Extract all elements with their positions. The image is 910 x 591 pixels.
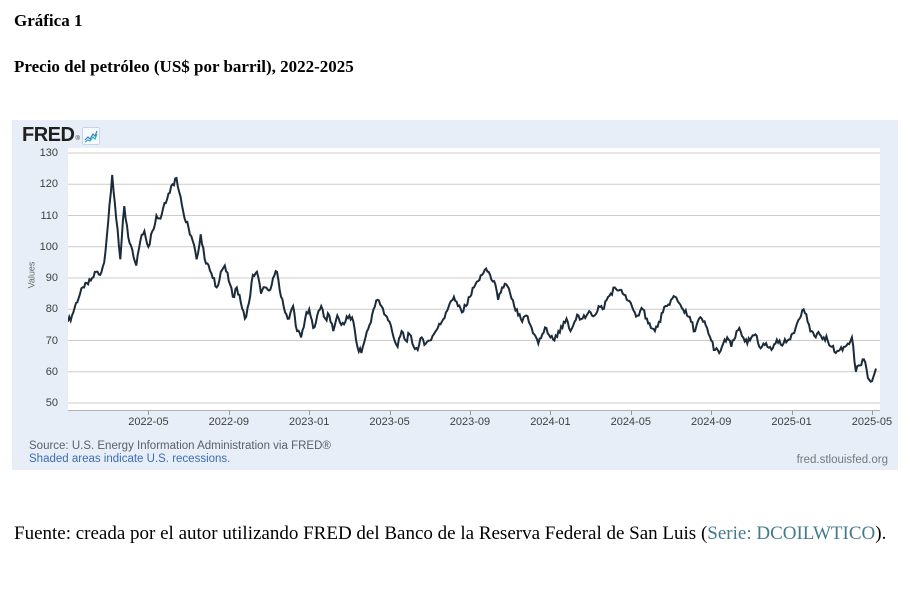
- x-tick-label: 2022-05: [128, 416, 169, 428]
- x-tick-mark: [469, 411, 471, 415]
- x-tick-label: 2025-01: [771, 416, 812, 428]
- y-tick-label: 110: [40, 209, 58, 222]
- x-tick-mark: [871, 411, 873, 415]
- fred-logo[interactable]: FRED ®: [22, 125, 100, 145]
- fred-logo-registered-mark: ®: [75, 136, 80, 142]
- fred-chart-embed: FRED ® Values 50 60 70 80 90 100 110 120 130 202…: [12, 120, 898, 470]
- x-tick-mark: [630, 411, 632, 415]
- y-tick-label: 80: [45, 303, 58, 316]
- figure-label: Gráfica 1: [14, 11, 83, 30]
- x-tick-label: 2022-09: [208, 416, 249, 428]
- x-tick-label: 2023-01: [289, 416, 330, 428]
- x-tick-mark: [711, 411, 713, 415]
- x-tick-label: 2023-05: [369, 416, 410, 428]
- x-tick-mark: [228, 411, 230, 415]
- y-tick-label: 130: [39, 147, 58, 159]
- x-tick-label: 2024-01: [530, 416, 571, 428]
- plot-area: [67, 148, 880, 411]
- y-tick-label: 60: [45, 365, 58, 378]
- y-tick-label: 120: [39, 178, 58, 191]
- y-tick-label: 90: [45, 272, 58, 284]
- x-tick-mark: [389, 411, 391, 415]
- x-tick-label: 2023-09: [449, 416, 491, 428]
- x-tick-label: 2024-09: [690, 416, 732, 428]
- chart-attribution: Source: U.S. Energy Information Administ…: [29, 440, 331, 466]
- series-id-link[interactable]: Serie: DCOILWTICO: [707, 523, 876, 544]
- recession-note-link[interactable]: Shaded areas indicate U.S. recessions.: [29, 453, 231, 465]
- fred-sparkline-icon: [81, 127, 100, 145]
- document-source-note: Fuente: creada por el autor utilizando F…: [14, 516, 894, 552]
- x-tick-label: 2025-05: [851, 416, 893, 428]
- x-tick-mark: [309, 411, 311, 415]
- x-tick-mark: [148, 411, 150, 415]
- source-note-text: Fuente: creada por el autor utilizando F…: [14, 523, 708, 544]
- y-tick-label: 70: [45, 334, 58, 347]
- source-line: Source: U.S. Energy Information Administ…: [29, 440, 331, 452]
- source-note-closing: ).: [875, 523, 887, 544]
- y-tick-label: 100: [39, 240, 58, 253]
- oil-price-series-line: [67, 174, 877, 383]
- x-tick-label: 2024-05: [610, 416, 651, 428]
- fred-site-link[interactable]: fred.stlouisfed.org: [796, 454, 888, 466]
- price-line-chart: [67, 152, 880, 404]
- figure-title: Precio del petróleo (US$ por barril), 20…: [14, 57, 354, 76]
- x-tick-mark: [791, 411, 793, 415]
- y-tick-label: 50: [45, 397, 58, 409]
- fred-logo-text: FRED: [22, 124, 75, 146]
- x-tick-mark: [550, 411, 552, 415]
